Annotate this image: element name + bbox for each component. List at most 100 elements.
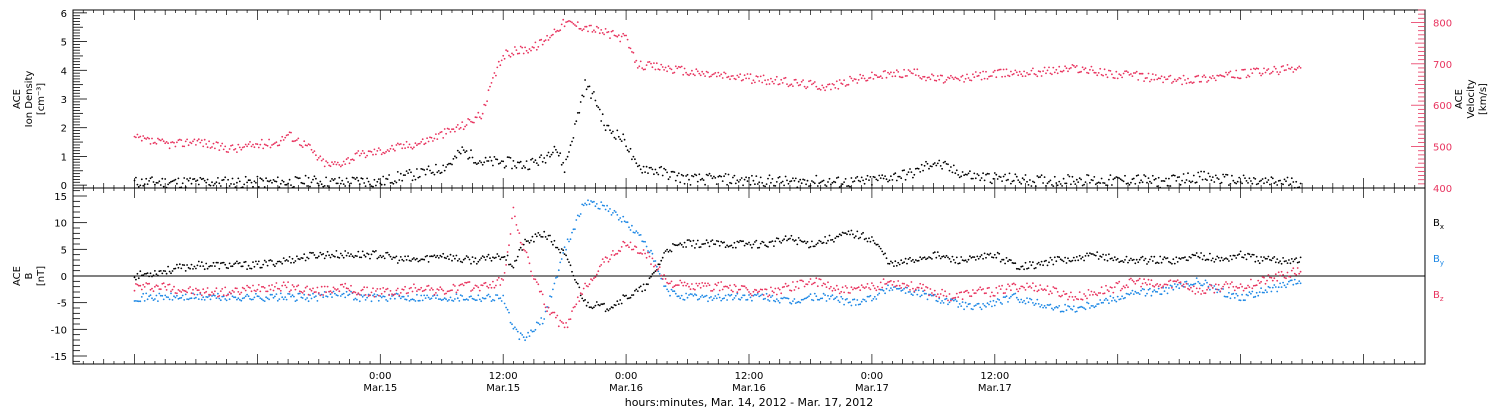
data-point bbox=[859, 180, 862, 183]
data-point bbox=[238, 180, 241, 183]
data-point bbox=[714, 283, 717, 286]
data-point bbox=[808, 80, 810, 83]
data-point bbox=[274, 180, 276, 183]
data-point bbox=[336, 294, 339, 297]
data-point bbox=[222, 148, 225, 151]
data-point bbox=[1274, 286, 1277, 288]
date-tick-label: Mar.17 bbox=[855, 383, 889, 394]
data-point bbox=[244, 143, 247, 146]
data-point bbox=[1248, 177, 1251, 180]
data-point bbox=[202, 265, 205, 267]
data-point bbox=[1125, 255, 1128, 258]
data-point bbox=[435, 133, 437, 136]
data-point bbox=[1185, 282, 1188, 285]
data-point bbox=[404, 255, 406, 258]
data-point bbox=[1052, 263, 1055, 266]
data-point bbox=[495, 294, 497, 296]
data-point bbox=[483, 103, 486, 106]
density-tick-label: 6 bbox=[61, 9, 67, 20]
data-point bbox=[1188, 288, 1191, 291]
data-point bbox=[1296, 267, 1299, 269]
data-point bbox=[162, 282, 165, 285]
data-point bbox=[1100, 286, 1103, 289]
data-point bbox=[1112, 178, 1115, 181]
data-point bbox=[508, 263, 510, 266]
data-point bbox=[569, 20, 572, 23]
data-point bbox=[708, 76, 711, 78]
data-point bbox=[481, 284, 484, 287]
data-point bbox=[715, 240, 718, 242]
data-point bbox=[1288, 280, 1290, 283]
data-point bbox=[1229, 283, 1232, 285]
data-point bbox=[145, 292, 148, 295]
data-point bbox=[888, 280, 891, 283]
data-point bbox=[151, 137, 153, 140]
data-point bbox=[1203, 292, 1205, 294]
data-point bbox=[1004, 292, 1006, 294]
data-point bbox=[734, 294, 737, 297]
data-point bbox=[1296, 282, 1299, 285]
data-point bbox=[354, 297, 357, 300]
data-point bbox=[680, 294, 683, 297]
data-point bbox=[811, 180, 813, 182]
data-point bbox=[951, 76, 954, 79]
data-point bbox=[298, 290, 301, 293]
data-point bbox=[1244, 177, 1246, 180]
data-point bbox=[701, 243, 704, 246]
data-point bbox=[1198, 282, 1201, 285]
data-point bbox=[933, 79, 936, 82]
data-point bbox=[218, 267, 221, 270]
data-point bbox=[396, 142, 399, 145]
data-point bbox=[433, 293, 436, 296]
data-point bbox=[609, 308, 611, 310]
data-point bbox=[923, 75, 926, 78]
data-point bbox=[774, 300, 777, 303]
data-point bbox=[1026, 267, 1028, 270]
data-point bbox=[233, 296, 235, 299]
data-point bbox=[408, 300, 411, 302]
data-point bbox=[641, 253, 644, 255]
data-point bbox=[1053, 71, 1056, 74]
data-point bbox=[525, 251, 528, 254]
data-point bbox=[909, 70, 911, 73]
data-point bbox=[970, 256, 973, 259]
data-point bbox=[1157, 262, 1160, 264]
data-point bbox=[497, 297, 500, 300]
data-point bbox=[325, 254, 327, 257]
data-point bbox=[768, 174, 771, 177]
time-tick-label: 0:00 bbox=[369, 371, 391, 382]
data-point bbox=[495, 284, 497, 287]
data-point bbox=[515, 49, 518, 51]
data-point bbox=[1165, 78, 1167, 81]
data-point bbox=[236, 181, 238, 184]
data-point bbox=[732, 290, 734, 293]
data-point bbox=[550, 296, 553, 298]
data-point bbox=[133, 300, 136, 302]
data-point bbox=[989, 295, 992, 298]
data-point bbox=[1141, 72, 1144, 75]
data-point bbox=[478, 289, 481, 292]
data-point bbox=[933, 289, 936, 292]
data-point bbox=[1034, 302, 1037, 305]
data-point bbox=[350, 158, 352, 161]
data-point bbox=[187, 179, 190, 182]
data-point bbox=[692, 294, 695, 297]
data-point bbox=[979, 286, 982, 289]
data-point bbox=[454, 155, 456, 158]
data-point bbox=[928, 294, 930, 297]
data-point bbox=[1290, 177, 1293, 180]
data-point bbox=[610, 254, 613, 256]
data-point bbox=[617, 303, 620, 305]
data-point bbox=[1094, 293, 1097, 296]
data-point bbox=[298, 292, 301, 295]
data-point bbox=[483, 256, 486, 259]
data-point bbox=[800, 298, 803, 301]
data-point bbox=[585, 25, 588, 28]
data-point bbox=[1118, 298, 1121, 301]
data-point bbox=[176, 141, 178, 144]
data-point bbox=[897, 287, 900, 290]
data-point bbox=[600, 201, 603, 204]
data-point bbox=[1099, 255, 1102, 258]
data-point bbox=[871, 71, 873, 74]
data-point bbox=[1252, 177, 1255, 179]
